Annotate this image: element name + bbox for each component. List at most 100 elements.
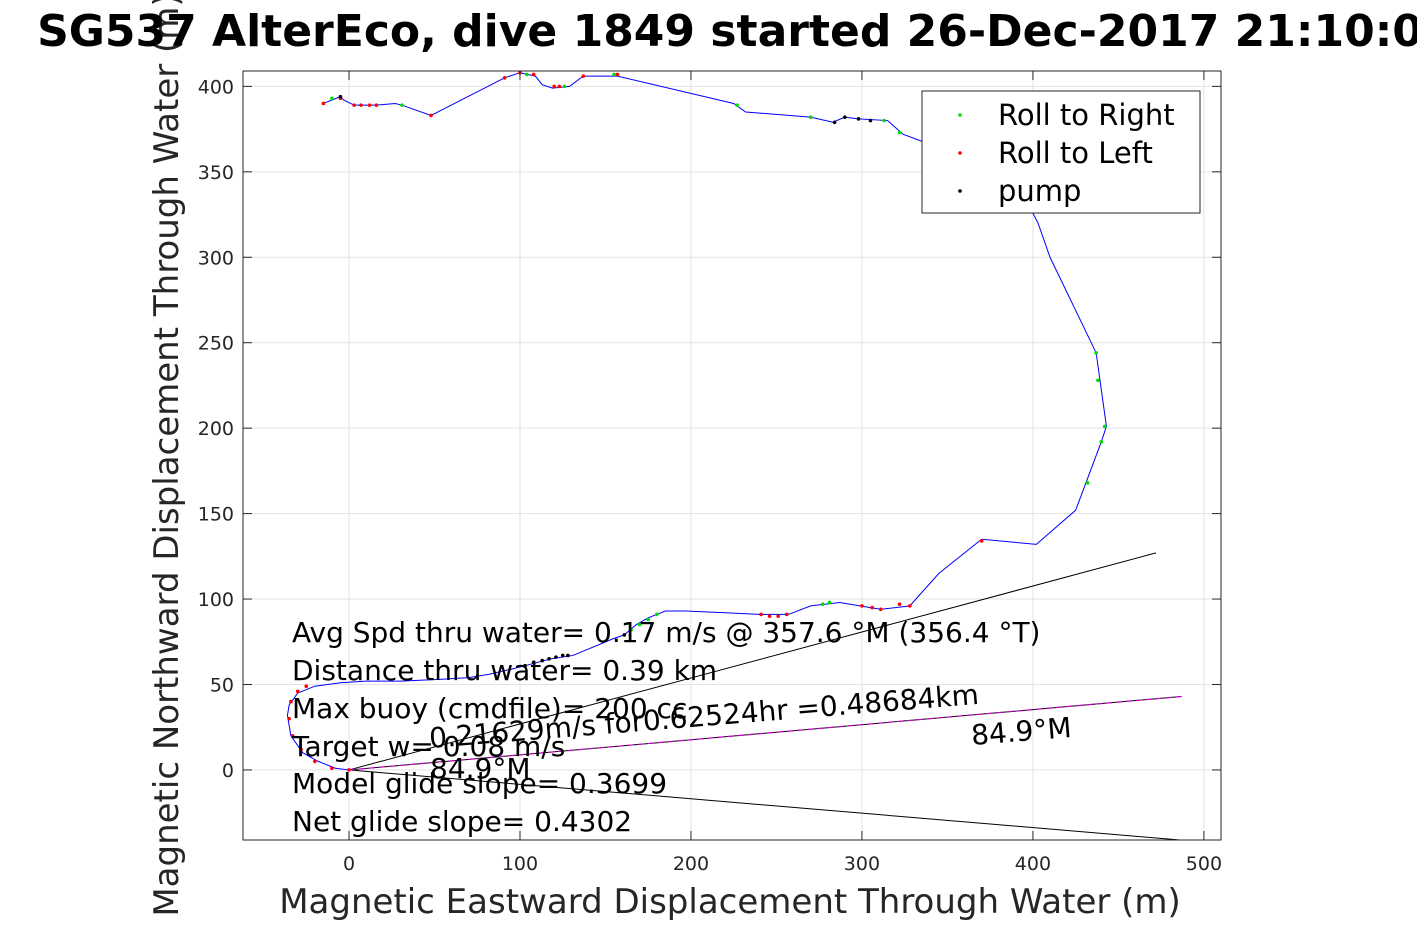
roll-right-point (827, 600, 832, 605)
roll-right-point (897, 130, 902, 135)
roll-right-point (629, 628, 633, 632)
pump-point (523, 663, 527, 668)
roll-pump-points (287, 70, 1107, 772)
roll-left-point (908, 604, 912, 608)
pump-point (560, 653, 565, 658)
roll-left-point (531, 72, 536, 77)
y-tick-label: 150 (198, 504, 234, 526)
legend-marker-roll-left (958, 151, 962, 155)
y-tick-label: 300 (198, 247, 234, 269)
roll-left-point (287, 716, 291, 721)
roll-right-point (562, 84, 567, 89)
roll-left-point (330, 766, 334, 771)
x-tick-label: 0 (343, 853, 355, 875)
roll-left-point (860, 604, 864, 608)
roll-right-point (612, 72, 616, 77)
roll-left-point (313, 759, 317, 764)
roll-right-point (1102, 424, 1107, 429)
x-axis-ticks: 0 100 200 300 400 500 (343, 71, 1222, 875)
roll-right-point (646, 617, 651, 622)
model-glide-slope-annotation: Model glide slope= 0.3699 (292, 767, 667, 800)
x-tick-label: 500 (1186, 853, 1222, 875)
bearing-bound-line (348, 552, 1157, 771)
pump-point (843, 115, 847, 119)
roll-right-point (525, 72, 529, 77)
heading-line (348, 695, 1182, 771)
pump-point (832, 120, 837, 125)
pump-point (338, 94, 343, 99)
heading-line-base (348, 695, 1182, 771)
roll-left-point (615, 72, 620, 77)
y-tick-label: 50 (210, 674, 234, 696)
roll-left-point (347, 768, 351, 772)
y-axis-ticks: 0 50 100 150 200 250 300 350 400 (198, 76, 1221, 782)
y-tick-label: 200 (198, 418, 234, 440)
track-line (286, 72, 1107, 771)
pump-point (868, 118, 873, 123)
roll-left-point (289, 699, 293, 704)
roll-left-point (352, 103, 356, 107)
roll-right-point (820, 602, 825, 606)
roll-left-point (552, 84, 556, 89)
roll-left-point (295, 689, 300, 694)
pump-point (566, 653, 570, 658)
y-tick-label: 250 (198, 333, 234, 355)
heading-annotation-left: 84.9°M (430, 752, 531, 785)
roll-left-point (299, 747, 303, 752)
x-tick-label: 100 (502, 853, 538, 875)
roll-left-point (557, 84, 562, 89)
x-tick-label: 300 (844, 853, 880, 875)
roll-right-point (808, 115, 813, 119)
legend: Roll to Right Roll to Left pump (921, 90, 1201, 214)
bearing-bound-line (348, 769, 1181, 841)
legend-marker-roll-right (958, 113, 962, 117)
roll-left-point (374, 103, 379, 107)
roll-left-point (897, 602, 902, 606)
roll-right-point (1094, 351, 1098, 355)
roll-left-point (359, 103, 363, 107)
roll-right-point (735, 103, 739, 107)
pump-point (540, 658, 545, 663)
y-tick-label: 100 (198, 589, 234, 611)
glider-track (286, 72, 1107, 771)
y-tick-label: 350 (198, 162, 234, 184)
net-glide-slope-annotation: Net glide slope= 0.4302 (292, 805, 632, 838)
roll-left-point (502, 76, 507, 80)
pump-point (547, 657, 551, 661)
roll-left-point (367, 103, 372, 107)
plot-area-frame (242, 70, 1222, 841)
pump-point (554, 655, 558, 659)
legend-label-roll-right: Roll to Right (998, 98, 1175, 132)
x-axis-label: Magnetic Eastward Displacement Through W… (279, 882, 1181, 922)
roll-right-point (400, 103, 404, 107)
pump-point (531, 660, 536, 665)
chart-title: SG537 AlterEco, dive 1849 started 26-Dec… (37, 6, 1417, 57)
legend-box (921, 90, 1201, 214)
legend-label-pump: pump (998, 174, 1081, 208)
x-tick-label: 200 (673, 853, 709, 875)
roll-left-point (304, 684, 309, 688)
x-tick-label: 400 (1015, 853, 1051, 875)
roll-left-point (870, 605, 875, 610)
legend-marker-pump (958, 189, 962, 193)
roll-left-point (979, 539, 984, 543)
roll-right-point (1085, 481, 1090, 485)
target-w-annotation: Target w= 0.08 m/s (291, 730, 565, 763)
avg-speed-annotation: Avg Spd thru water= 0.17 m/s @ 357.6 °M … (292, 616, 1040, 649)
roll-left-point (321, 101, 326, 106)
distance-annotation: Distance thru water= 0.39 km (292, 654, 717, 687)
grid (243, 71, 1221, 840)
roll-left-point (759, 612, 763, 617)
heading-annotation-right: 84.9°M (970, 711, 1073, 752)
roll-left-point (290, 733, 295, 738)
roll-left-point (878, 607, 883, 612)
roll-right-point (1099, 440, 1104, 444)
y-axis-label: Magnetic Northward Displacement Through … (147, 0, 187, 917)
y-tick-label: 0 (222, 760, 234, 782)
y-tick-label: 400 (198, 76, 234, 98)
roll-right-point (882, 118, 886, 123)
roll-left-point (776, 614, 780, 618)
roll-right-point (654, 612, 659, 617)
roll-left-point (784, 612, 789, 617)
